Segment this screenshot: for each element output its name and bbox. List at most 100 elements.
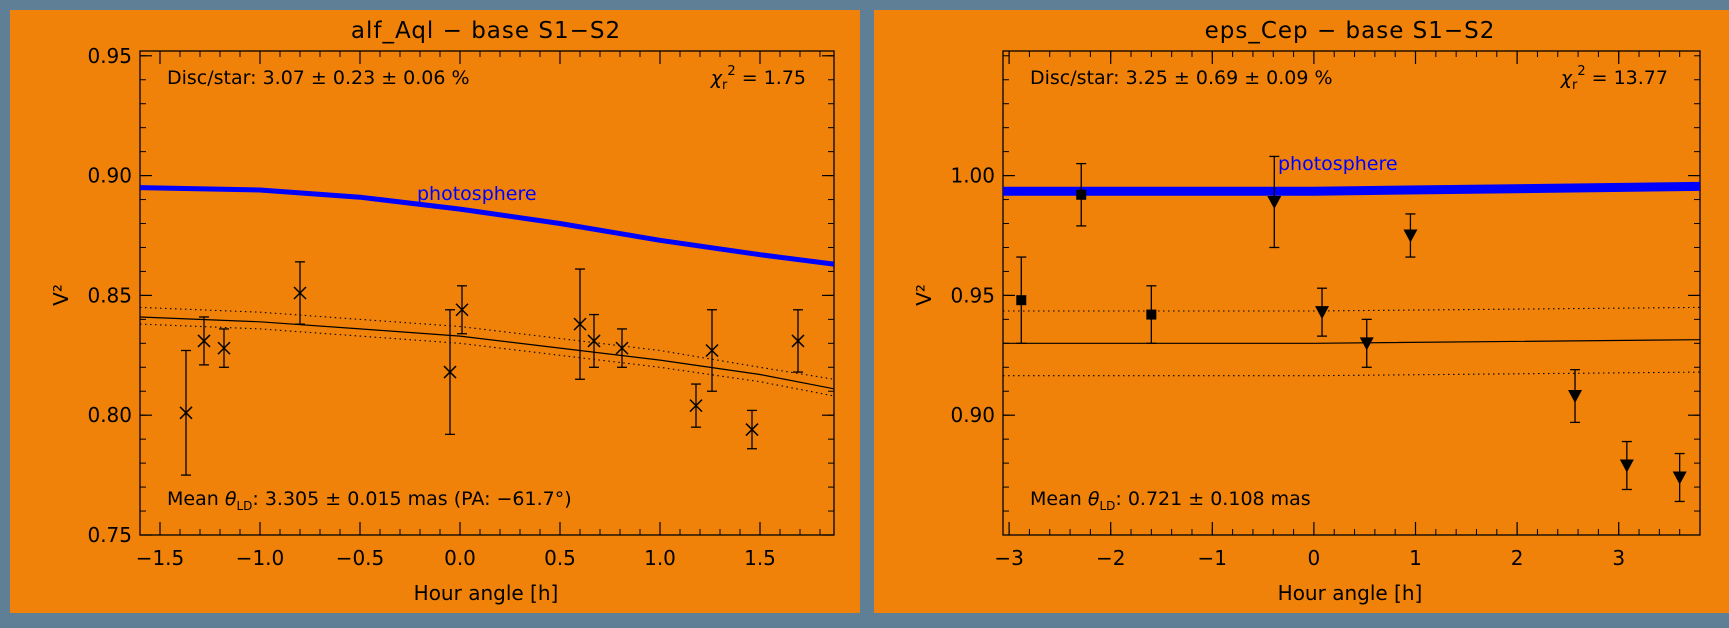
photosphere-label: photosphere <box>1278 153 1398 175</box>
fit-lower-bound <box>140 323 834 397</box>
x-tick-label: 1.0 <box>644 546 676 570</box>
theta-symbol: θ <box>219 488 237 510</box>
data-point <box>1403 213 1418 258</box>
data-point <box>1016 256 1027 344</box>
triangle-marker <box>1359 337 1374 351</box>
square-marker <box>1016 295 1027 306</box>
photosphere-curve <box>1003 181 1700 196</box>
chart-title: alf_Aql − base S1−S2 <box>351 18 621 44</box>
data-point <box>197 316 211 366</box>
chi-subscript: r <box>1572 78 1578 93</box>
y-tick-label: 0.75 <box>87 523 132 547</box>
fit-lower-bound <box>1003 371 1700 377</box>
triangle-marker <box>1619 459 1634 473</box>
x-tick-label: 0.5 <box>544 546 576 570</box>
data-point <box>443 309 457 436</box>
y-axis-label: V² <box>49 284 73 306</box>
x-marker <box>179 406 193 420</box>
data-point <box>1568 369 1583 424</box>
mean-prefix: Mean <box>167 488 219 510</box>
triangle-marker <box>1403 229 1418 243</box>
data-point <box>745 409 759 450</box>
chart-panel-1: −1.5 −1.0 −0.5 0.0 0.5 1.0 1.5 0.75 0.80 0.85 0.90… <box>10 10 860 613</box>
data-point <box>179 349 193 476</box>
theta-subscript: LD <box>236 499 252 513</box>
data-point <box>587 313 601 368</box>
chi-subscript: r <box>722 78 728 93</box>
disc-star-annotation: Disc/star: 3.25 ± 0.69 ± 0.09 % <box>1030 67 1333 89</box>
chart-panel-2: −3 −2 −1 0 1 2 3 0.90 0.95 1.00 eps_Cep − base S1−… <box>874 10 1729 613</box>
triangle-marker <box>1315 306 1330 320</box>
data-point <box>573 268 587 380</box>
y-tick-label: 0.95 <box>950 283 995 307</box>
chi-superscript: 2 <box>727 64 735 79</box>
x-tick-label: 3 <box>1612 546 1625 570</box>
x-tick-label: 0.0 <box>444 546 476 570</box>
mean-value: : 3.305 ± 0.015 mas (PA: −61.7°) <box>252 488 571 510</box>
fit-upper-bound <box>1003 306 1700 312</box>
data-point <box>689 383 703 428</box>
panel-background <box>874 10 1729 613</box>
mean-theta-annotation: Mean θLD: 3.305 ± 0.015 mas (PA: −61.7°) <box>167 488 572 513</box>
data-point <box>1267 155 1282 249</box>
data-point <box>705 309 719 392</box>
plot-area <box>140 185 834 476</box>
plot-frame <box>139 50 835 536</box>
data-point <box>455 285 469 335</box>
x-axis-label: Hour angle [h] <box>414 581 559 605</box>
panel-background <box>10 10 860 613</box>
x-marker <box>443 365 457 379</box>
x-tick-label: −1.0 <box>236 546 285 570</box>
x-axis-label: Hour angle [h] <box>1278 581 1423 605</box>
square-marker <box>1146 309 1157 320</box>
y-tick-label: 0.90 <box>950 403 995 427</box>
chi-equals: = <box>736 67 764 89</box>
y-tick-label: 0.95 <box>87 44 132 68</box>
chi-symbol: χ <box>710 67 723 89</box>
theta-subscript: LD <box>1099 499 1115 513</box>
data-point <box>1619 440 1634 491</box>
chi-superscript: 2 <box>1577 64 1585 79</box>
mean-prefix: Mean <box>1030 488 1082 510</box>
y-tick-label: 1.00 <box>950 164 995 188</box>
chi-value: 13.77 <box>1614 67 1668 89</box>
x-tick-label: −2 <box>1096 546 1125 570</box>
photosphere-curve <box>140 185 834 267</box>
x-marker <box>293 286 307 300</box>
mean-value: : 0.721 ± 0.108 mas <box>1115 488 1310 510</box>
data-point <box>791 309 805 373</box>
fit-curve <box>140 316 834 390</box>
plot-frame <box>1002 50 1701 536</box>
x-marker <box>689 399 703 413</box>
x-marker <box>705 343 719 358</box>
x-marker <box>197 334 211 348</box>
x-marker <box>573 317 587 331</box>
y-tick-label: 0.90 <box>87 164 132 188</box>
data-point <box>293 261 307 325</box>
data-point <box>1146 285 1157 344</box>
chart-title: eps_Cep − base S1−S2 <box>1205 18 1496 44</box>
x-tick-label: 2 <box>1511 546 1524 570</box>
data-point <box>615 328 629 368</box>
photosphere-label: photosphere <box>417 183 537 205</box>
y-tick-label: 0.85 <box>87 283 132 307</box>
x-tick-label: −0.5 <box>336 546 385 570</box>
x-marker <box>745 423 759 437</box>
x-tick-label: −1.5 <box>136 546 185 570</box>
chi-square-annotation: χr2 = 13.77 <box>1560 64 1668 93</box>
x-marker <box>791 334 805 348</box>
data-point <box>1076 162 1087 227</box>
triangle-marker <box>1568 390 1583 404</box>
data-point <box>1672 452 1687 503</box>
triangle-marker <box>1267 195 1282 209</box>
y-tick-label: 0.80 <box>87 403 132 427</box>
plot-area <box>1003 155 1700 503</box>
data-point <box>1359 318 1374 368</box>
chi-equals: = <box>1586 67 1614 89</box>
chi-symbol: χ <box>1560 67 1573 89</box>
x-marker <box>217 341 231 355</box>
fit-upper-bound <box>140 306 834 380</box>
mean-theta-annotation: Mean θLD: 0.721 ± 0.108 mas <box>1030 488 1311 513</box>
chi-value: 1.75 <box>764 67 806 89</box>
